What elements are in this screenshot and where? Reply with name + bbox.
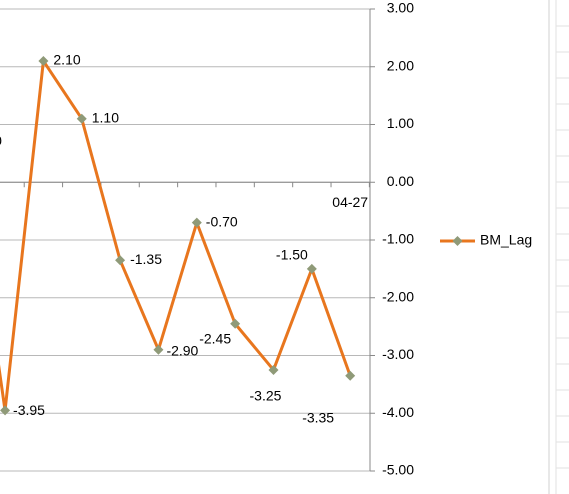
data-label: -1.50 <box>276 247 308 263</box>
y-tick-label: -3.00 <box>382 346 414 362</box>
y-tick-label: -2.00 <box>382 288 414 304</box>
data-label: -2.90 <box>166 342 198 358</box>
marker <box>0 405 11 416</box>
y-tick-label: 0.00 <box>387 173 414 189</box>
data-label: -1.35 <box>130 251 162 267</box>
y-tick-label: -4.00 <box>382 404 414 420</box>
data-label: -3.25 <box>250 388 282 404</box>
marker <box>268 364 279 375</box>
data-label: -3.95 <box>13 402 45 418</box>
marker <box>153 344 164 355</box>
marker <box>345 370 356 381</box>
marker <box>115 255 126 266</box>
data-label: 2.10 <box>53 52 80 68</box>
marker <box>191 217 202 228</box>
marker <box>38 55 49 66</box>
data-label: -0.70 <box>206 213 238 229</box>
marker <box>230 318 241 329</box>
y-tick-label: -5.00 <box>382 462 414 478</box>
y-tick-label: -1.00 <box>382 231 414 247</box>
y-tick-label: 1.00 <box>387 115 414 131</box>
data-label: 0.70 <box>0 133 2 149</box>
legend-marker <box>452 236 463 246</box>
x-tick-label: 04-27 <box>332 194 368 210</box>
y-tick-label: 2.00 <box>387 57 414 73</box>
data-label: -3.35 <box>302 409 334 425</box>
legend-label: BM_Lag <box>480 232 532 248</box>
data-label: -2.45 <box>199 330 231 346</box>
data-label: 1.10 <box>92 109 119 125</box>
sheet-gridlines <box>555 0 569 494</box>
marker <box>76 113 87 124</box>
y-tick-label: 3.00 <box>387 0 414 16</box>
marker <box>306 263 317 274</box>
